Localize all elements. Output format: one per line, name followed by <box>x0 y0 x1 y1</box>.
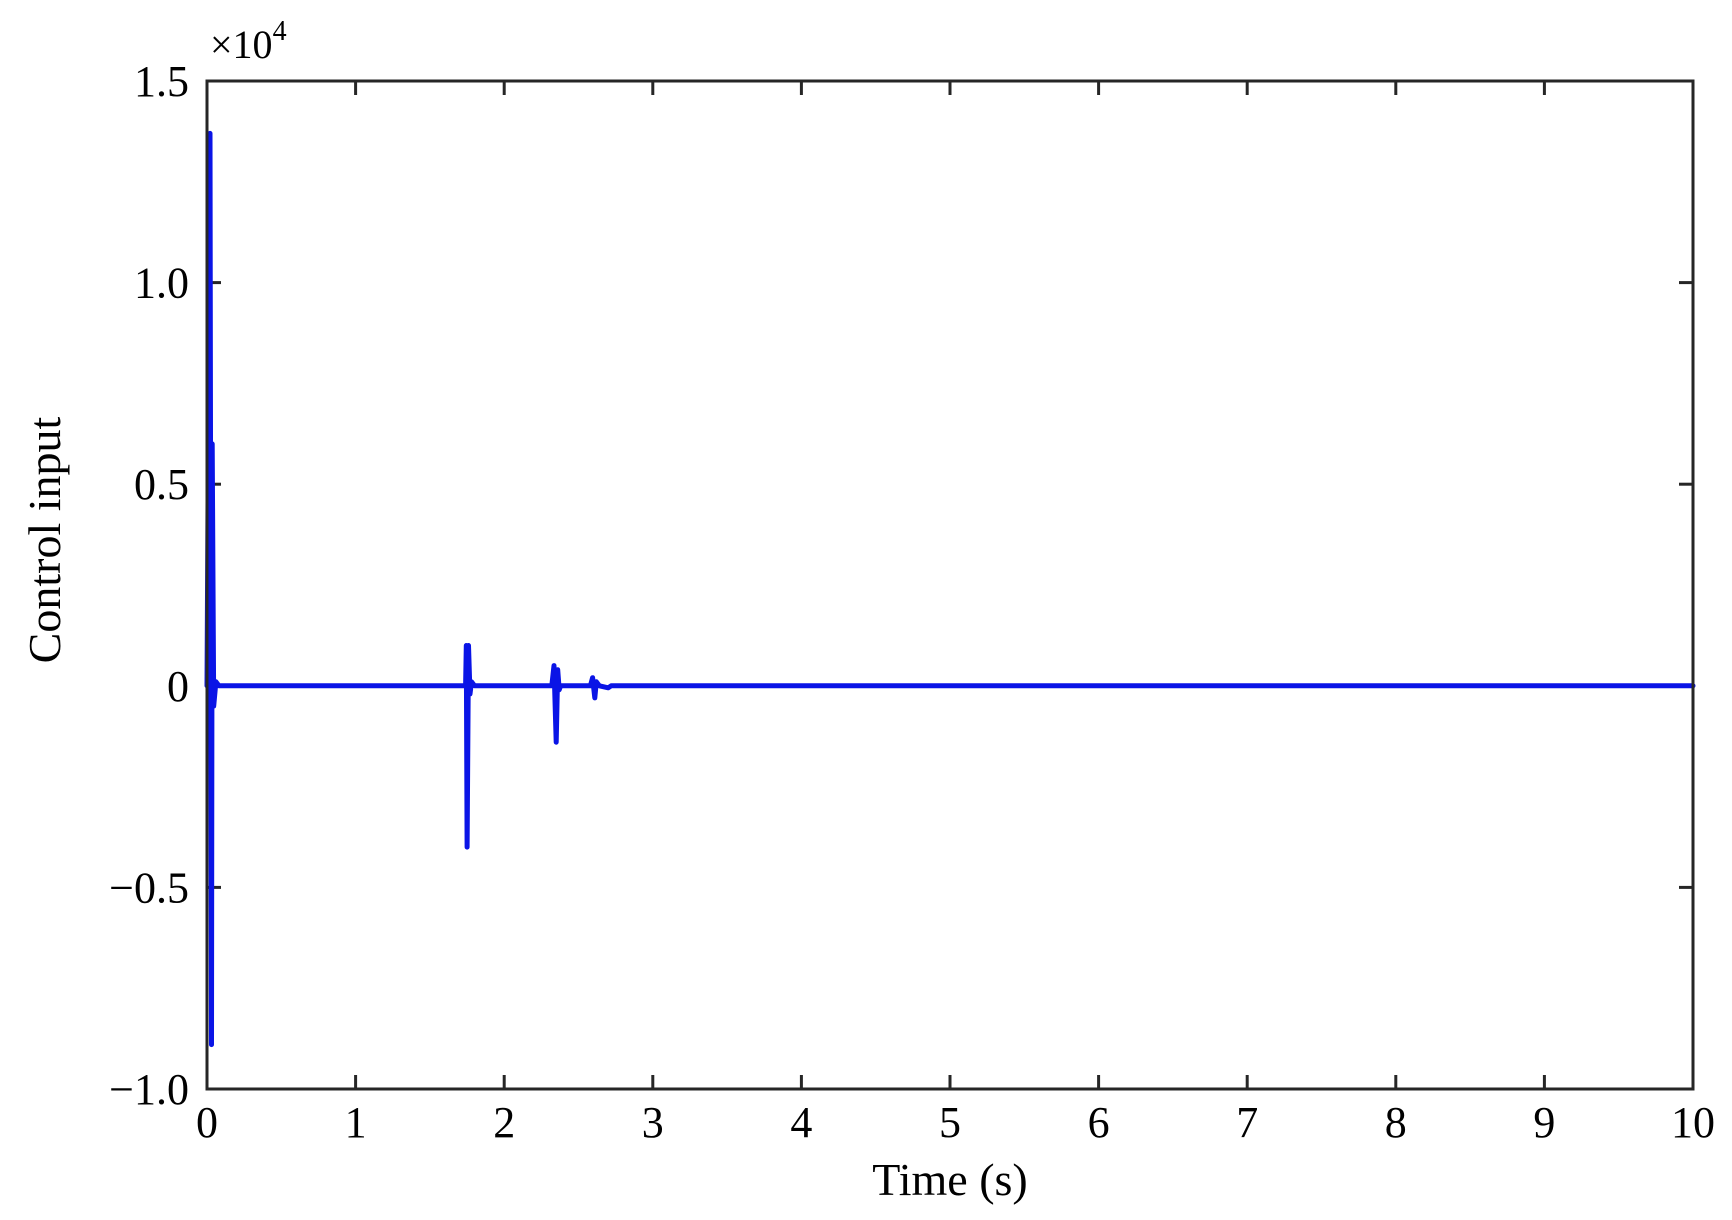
y-tick-label-2: 0 <box>167 662 189 711</box>
y-axis-ticks: −1.0 −0.5 0 0.5 1.0 1.5 <box>109 57 1693 1114</box>
x-axis-title: Time (s) <box>872 1154 1028 1205</box>
axes-frame <box>205 79 1695 1091</box>
x-tick-label-1: 1 <box>345 1098 367 1147</box>
y-tick-label-3: 0.5 <box>134 460 189 509</box>
y-tick-label-1: −0.5 <box>109 863 189 912</box>
x-tick-label-3: 3 <box>642 1098 664 1147</box>
y-axis-multiplier-base: ×10 <box>210 22 273 67</box>
y-tick-label-0: −1.0 <box>109 1065 189 1114</box>
series-line-control-input <box>204 130 1696 1048</box>
x-tick-label-9: 9 <box>1533 1098 1555 1147</box>
y-axis-multiplier-exponent: 4 <box>273 16 287 47</box>
y-axis-title: Control input <box>19 416 70 663</box>
y-tick-label-4: 1.0 <box>134 259 189 308</box>
x-tick-label-7: 7 <box>1236 1098 1258 1147</box>
x-tick-label-0: 0 <box>196 1098 218 1147</box>
y-tick-label-5: 1.5 <box>134 57 189 106</box>
x-tick-label-5: 5 <box>939 1098 961 1147</box>
x-tick-label-8: 8 <box>1385 1098 1407 1147</box>
x-tick-label-4: 4 <box>790 1098 812 1147</box>
x-tick-label-6: 6 <box>1088 1098 1110 1147</box>
x-axis-ticks: 0 1 2 3 4 5 6 7 8 9 10 <box>196 81 1715 1147</box>
x-tick-label-2: 2 <box>493 1098 515 1147</box>
x-tick-label-10: 10 <box>1671 1098 1715 1147</box>
y-axis-multiplier: ×104 <box>210 16 287 67</box>
